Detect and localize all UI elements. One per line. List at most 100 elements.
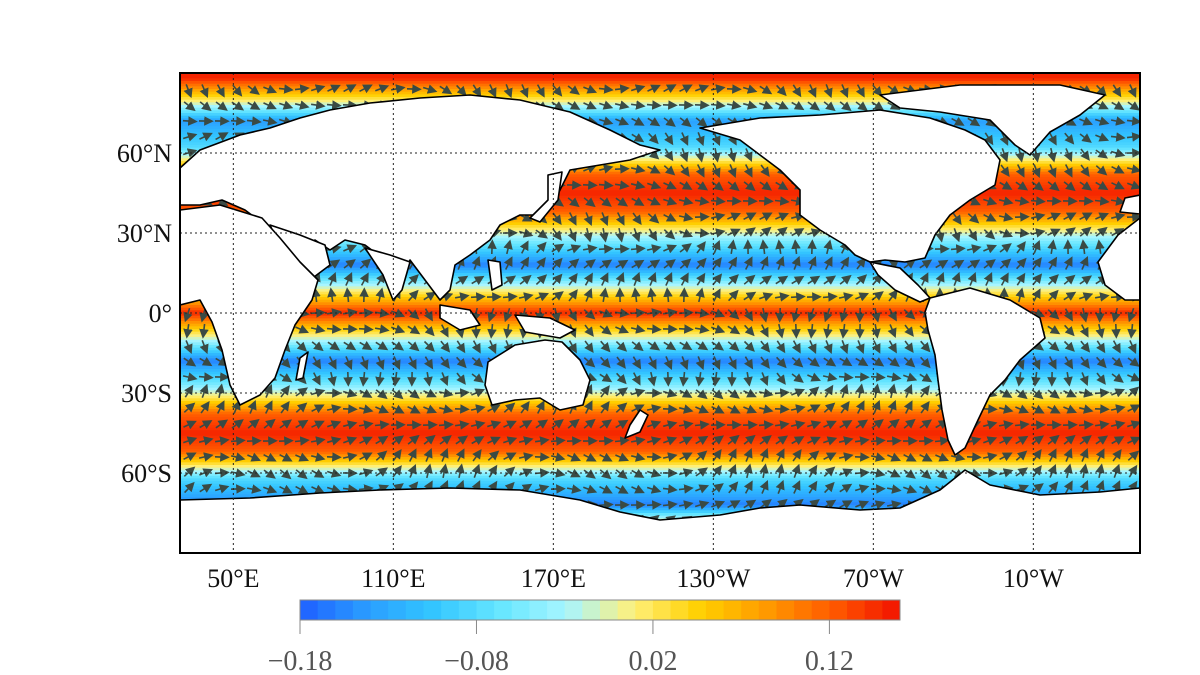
vector-arrow <box>552 84 563 97</box>
vector-arrow <box>919 272 929 286</box>
vector-arrow <box>503 84 513 99</box>
vector-arrow <box>424 324 435 337</box>
vector-arrow <box>664 132 674 146</box>
field-band <box>180 353 1140 357</box>
vector-arrow <box>391 324 406 334</box>
vector-arrow <box>663 229 676 240</box>
field-band <box>180 294 1140 298</box>
vector-arrow <box>440 356 450 369</box>
field-band <box>180 134 1140 138</box>
vector-arrow <box>183 323 193 339</box>
vector-arrow <box>343 259 356 269</box>
vector-arrow <box>1031 239 1041 254</box>
vector-arrow <box>1079 239 1089 255</box>
vector-arrow <box>1096 356 1107 369</box>
vector-arrow <box>598 180 614 190</box>
lon-tick-label: 110°E <box>361 564 425 593</box>
vector-arrow <box>743 274 756 285</box>
vector-arrow <box>535 400 545 414</box>
vector-arrow <box>614 180 630 190</box>
vector-arrow <box>599 100 614 110</box>
vector-arrow <box>711 435 725 445</box>
vector-arrow <box>1048 256 1058 270</box>
vector-arrow <box>327 84 341 94</box>
vector-arrow <box>182 148 198 158</box>
vector-arrow <box>759 275 773 285</box>
vector-arrow <box>743 371 753 387</box>
colorbar-tick-label: −0.18 <box>268 646 333 675</box>
vector-arrow <box>1110 420 1126 430</box>
field-band <box>180 193 1140 197</box>
vector-arrow <box>759 292 774 302</box>
vector-arrow <box>679 388 693 398</box>
vector-arrow <box>519 274 532 285</box>
vector-arrow <box>215 419 229 429</box>
field-band <box>180 377 1140 381</box>
field-band <box>180 374 1140 378</box>
vector-arrow <box>823 308 833 323</box>
vector-arrow <box>454 420 470 430</box>
vector-arrow <box>1063 274 1076 285</box>
vector-arrow <box>599 419 613 429</box>
field-band <box>180 238 1140 242</box>
field-band <box>180 97 1140 101</box>
vector-arrow <box>631 196 645 206</box>
vector-arrow <box>1063 227 1076 237</box>
vector-arrow <box>359 452 373 462</box>
vector-arrow <box>326 324 342 334</box>
vector-arrow <box>759 255 769 270</box>
vector-arrow <box>343 272 353 286</box>
vector-arrow <box>472 84 482 98</box>
colorbar-cell <box>547 600 566 620</box>
vector-arrow <box>487 340 497 354</box>
vector-arrow <box>1126 132 1140 142</box>
vector-arrow <box>791 436 805 446</box>
vector-arrow <box>630 84 646 94</box>
vector-arrow <box>423 434 436 445</box>
vector-arrow <box>711 371 721 387</box>
vector-arrow <box>342 420 358 430</box>
vector-arrow <box>470 292 486 302</box>
vector-arrow <box>887 85 900 95</box>
vector-arrow <box>1110 292 1126 302</box>
vector-arrow <box>807 357 820 367</box>
vector-arrow <box>823 101 836 112</box>
vector-arrow <box>1095 435 1109 445</box>
vector-arrow <box>1094 196 1110 206</box>
vector-arrow <box>279 100 294 110</box>
colorbar-cells <box>300 600 901 620</box>
vector-arrow <box>983 196 998 206</box>
colorbar-cell <box>864 600 883 620</box>
vector-arrow <box>184 384 194 398</box>
vector-arrow <box>950 244 966 254</box>
vector-arrow <box>1127 340 1137 354</box>
vector-arrow <box>1094 292 1110 302</box>
vector-arrow <box>1111 212 1126 222</box>
vector-arrow <box>391 356 401 371</box>
vector-arrow <box>439 404 454 414</box>
vector-arrow <box>743 227 756 237</box>
colorbar-cell <box>441 600 460 620</box>
vector-arrow <box>854 436 870 446</box>
vector-arrow <box>567 100 581 110</box>
vector-arrow <box>855 419 869 429</box>
vector-arrow <box>279 452 293 462</box>
vector-arrow <box>679 228 694 238</box>
vector-arrow <box>375 450 388 461</box>
vector-arrow <box>439 372 449 387</box>
vector-arrow <box>1079 435 1092 445</box>
vector-arrow <box>615 402 628 413</box>
vector-arrow <box>311 341 324 352</box>
vector-arrow <box>823 275 837 285</box>
vector-arrow <box>823 84 833 99</box>
vector-arrow <box>550 436 566 446</box>
colorbar-cell <box>582 600 601 620</box>
vector-arrow <box>1064 324 1075 337</box>
field-band <box>180 302 1140 306</box>
colorbar-cell <box>829 600 848 620</box>
vector-arrow <box>1080 356 1090 369</box>
field-band <box>180 430 1140 434</box>
vector-arrow <box>760 164 770 178</box>
vector-arrow <box>1047 164 1057 179</box>
